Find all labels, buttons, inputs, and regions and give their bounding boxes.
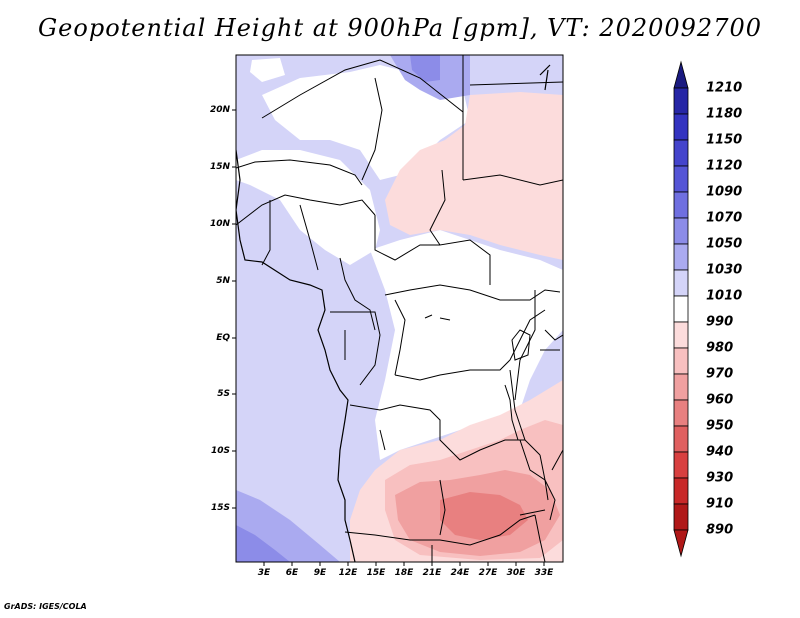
lake-malawi bbox=[539, 454, 549, 501]
colorbar-label-1070: 1070 bbox=[706, 210, 743, 226]
lat-label-eq: EQ bbox=[216, 333, 230, 343]
colorbar-label-1050: 1050 bbox=[706, 236, 743, 252]
colorbar-swatch-1090 bbox=[673, 165, 689, 193]
colorbar-label-970: 970 bbox=[706, 366, 734, 382]
colorbar-label-940: 940 bbox=[706, 444, 734, 460]
lat-label-10n: 10N bbox=[209, 219, 230, 229]
colorbar-swatch-1030 bbox=[673, 243, 689, 271]
colorbar-swatch-940 bbox=[673, 425, 689, 453]
colorbar-label-1090: 1090 bbox=[706, 184, 743, 200]
colorbar-swatch-970 bbox=[673, 347, 689, 375]
lon-label-27e: 27E bbox=[478, 568, 498, 578]
map-frame bbox=[235, 54, 564, 563]
lakes bbox=[424, 314, 549, 516]
lat-label-20n: 20N bbox=[209, 105, 230, 115]
coastline bbox=[236, 64, 551, 562]
colorbar-label-1180: 1180 bbox=[706, 106, 743, 122]
field-region-zambia-deep bbox=[440, 492, 528, 540]
colorbar-label-990: 990 bbox=[706, 314, 734, 330]
lon-label-24e: 24E bbox=[450, 568, 470, 578]
colorbar-label-930: 930 bbox=[706, 470, 734, 486]
colorbar-label-890: 890 bbox=[706, 522, 734, 538]
lon-label-30e: 30E bbox=[506, 568, 526, 578]
lat-label-10s: 10S bbox=[210, 446, 230, 456]
chart-title: Geopotential Height at 900hPa [gpm], VT:… bbox=[38, 14, 762, 42]
colorbar-label-960: 960 bbox=[706, 392, 734, 408]
colorbar-swatch-1070 bbox=[673, 191, 689, 219]
colorbar-swatch-1180 bbox=[673, 87, 689, 115]
field-region-north-sahara-inner bbox=[410, 55, 440, 82]
lon-label-12e: 12E bbox=[338, 568, 358, 578]
colorbar-swatch-890 bbox=[673, 503, 689, 531]
field-region-southwest-1050 bbox=[236, 525, 290, 562]
colorbar-cap-bottom bbox=[673, 529, 689, 558]
colorbar-swatch-930 bbox=[673, 451, 689, 479]
colorbar-label-1210: 1210 bbox=[706, 80, 743, 96]
lake-victoria bbox=[511, 329, 531, 361]
lat-label-15n: 15N bbox=[209, 162, 230, 172]
field-region-northwest-blotch bbox=[250, 58, 285, 82]
lon-label-18e: 18E bbox=[394, 568, 414, 578]
colorbar-label-950: 950 bbox=[706, 418, 734, 434]
lon-label-15e: 15E bbox=[366, 568, 386, 578]
lat-ticks bbox=[232, 109, 236, 509]
lat-label-5s: 5S bbox=[217, 389, 230, 399]
colorbar-label-1120: 1120 bbox=[706, 158, 743, 174]
colorbar-swatch-910 bbox=[673, 477, 689, 505]
lake-kariba bbox=[519, 509, 546, 516]
lat-label-5n: 5N bbox=[216, 276, 230, 286]
colorbar-label-1150: 1150 bbox=[706, 132, 743, 148]
country-borders bbox=[236, 55, 563, 562]
colorbar-label-910: 910 bbox=[706, 496, 734, 512]
lat-label-15s: 15S bbox=[210, 503, 230, 513]
lon-label-6e: 6E bbox=[285, 568, 299, 578]
lon-label-21e: 21E bbox=[422, 568, 442, 578]
field-region-north-interior bbox=[262, 65, 470, 180]
colorbar-swatch-1120 bbox=[673, 139, 689, 167]
colorbar-swatch-950 bbox=[673, 399, 689, 427]
lon-label-33e: 33E bbox=[534, 568, 554, 578]
colorbar-swatch-1010 bbox=[673, 269, 689, 297]
colorbar-swatch-1150 bbox=[673, 113, 689, 141]
colorbar-label-1030: 1030 bbox=[706, 262, 743, 278]
colorbar-label-980: 980 bbox=[706, 340, 734, 356]
colorbar-cap-top bbox=[673, 60, 689, 89]
lake-tanganyika bbox=[504, 384, 519, 441]
colorbar-swatch-990 bbox=[673, 295, 689, 323]
field-region-sahara-white bbox=[236, 150, 380, 265]
colorbar-swatch-1050 bbox=[673, 217, 689, 245]
colorbar-swatch-980 bbox=[673, 321, 689, 349]
lon-ticks bbox=[263, 562, 545, 566]
colorbar bbox=[673, 60, 689, 558]
lon-label-3e: 3E bbox=[257, 568, 271, 578]
grads-credit: GrADS: IGES/COLA bbox=[4, 602, 87, 611]
field-region-central-congo-basin bbox=[370, 230, 563, 460]
field-region-sudan-east bbox=[385, 92, 563, 260]
colorbar-swatch-960 bbox=[673, 373, 689, 401]
lon-label-9e: 9E bbox=[313, 568, 327, 578]
colorbar-label-1010: 1010 bbox=[706, 288, 743, 304]
